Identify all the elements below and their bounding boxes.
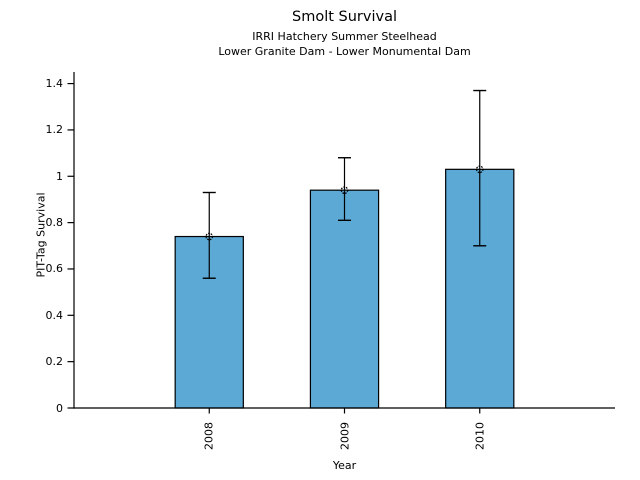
y-tick-label: 0.4: [45, 308, 64, 322]
point-marker-2008: [205, 232, 214, 241]
chart-title: Smolt Survival: [292, 9, 397, 25]
x-axis-label: Year: [332, 459, 357, 472]
y-tick-label: 1.4: [45, 77, 64, 91]
y-tick-label: 0.8: [45, 216, 64, 230]
chart-subtitle-dams: Lower Granite Dam - Lower Monumental Dam: [218, 45, 471, 58]
x-tick-label-2008: 2008: [202, 422, 216, 450]
y-tick-label: 1.2: [45, 123, 64, 137]
y-tick-label: 0.6: [45, 262, 64, 276]
x-tick-label-2010: 2010: [473, 422, 487, 450]
y-tick-label: 0.2: [45, 355, 64, 369]
y-tick-label: 1: [56, 169, 63, 183]
x-tick-label-2009: 2009: [338, 422, 351, 450]
chart-subtitle-hatchery: IRRI Hatchery Summer Steelhead: [252, 30, 437, 43]
bar-2009: [309, 189, 380, 409]
point-marker-2009: [340, 186, 349, 195]
y-tick-label: 0: [56, 401, 63, 415]
point-marker-2010: [475, 165, 484, 174]
